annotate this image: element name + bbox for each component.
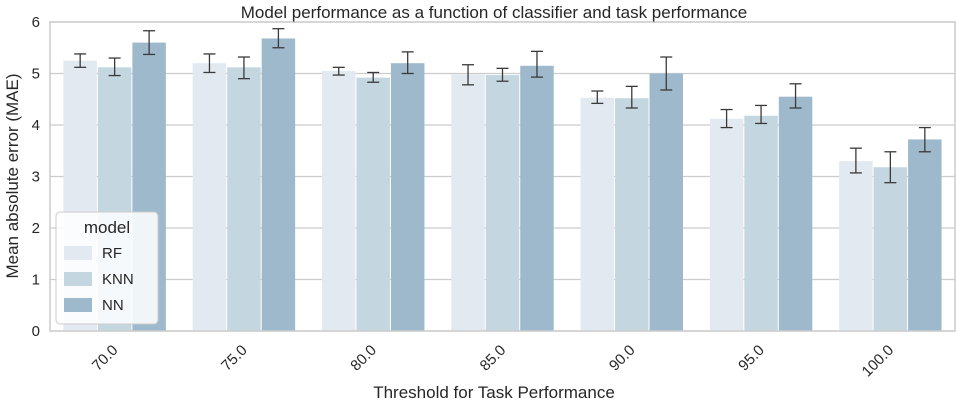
y-tick-label: 4 — [32, 117, 40, 134]
y-tick-label: 6 — [32, 14, 40, 31]
plot-frame — [49, 21, 956, 332]
error-bars — [74, 28, 931, 184]
chart-title: Model performance as a function of class… — [241, 3, 747, 22]
y-tick-label: 1 — [32, 272, 40, 289]
x-tick-labels: 70.0 75.0 80.0 85.0 90.0 95.0 100.0 — [89, 342, 897, 381]
bar-nn — [261, 38, 296, 331]
legend-swatch-rf — [64, 246, 92, 260]
y-tick-label: 2 — [32, 220, 40, 237]
bar-knn — [873, 167, 908, 331]
x-tick-label: 70.0 — [89, 342, 122, 375]
bar-rf — [580, 97, 615, 331]
y-tick-label: 0 — [32, 323, 40, 340]
x-tick-label: 100.0 — [859, 342, 898, 381]
legend-title: model — [84, 218, 130, 237]
legend-label-knn: KNN — [102, 271, 134, 288]
x-tick-label: 75.0 — [218, 342, 251, 375]
bar-rf — [709, 118, 744, 331]
legend: model RF KNN NN — [55, 211, 159, 325]
x-tick-label: 90.0 — [606, 342, 639, 375]
legend-label-rf: RF — [102, 245, 122, 262]
y-tick-label: 5 — [32, 66, 40, 83]
x-tick-label: 95.0 — [735, 342, 768, 375]
bar-knn — [615, 98, 649, 331]
bars — [63, 38, 942, 332]
bar-nn — [520, 65, 554, 332]
bar-rf — [839, 161, 873, 331]
bar-knn — [485, 75, 520, 331]
bar-knn — [744, 115, 778, 331]
bar-knn — [227, 67, 261, 331]
bar-rf — [192, 63, 227, 331]
x-axis-label: Threshold for Task Performance — [373, 383, 615, 402]
bar-nn — [908, 139, 942, 331]
bar-nn — [778, 96, 813, 331]
bar-knn — [356, 77, 390, 332]
legend-swatch-knn — [64, 272, 92, 286]
legend-box — [55, 211, 159, 325]
legend-swatch-nn — [64, 298, 92, 312]
bar-nn — [649, 73, 683, 331]
y-tick-label: 3 — [32, 169, 40, 186]
bar-nn — [390, 63, 425, 331]
x-tick-label: 80.0 — [347, 342, 380, 375]
y-axis-label: Mean absolute error (MAE) — [3, 73, 22, 278]
bar-rf — [451, 74, 485, 331]
x-tick-label: 85.0 — [477, 342, 510, 375]
y-tick-labels: 0 1 2 3 4 5 6 — [32, 14, 40, 340]
bar-rf — [322, 70, 356, 332]
legend-label-nn: NN — [102, 297, 124, 314]
